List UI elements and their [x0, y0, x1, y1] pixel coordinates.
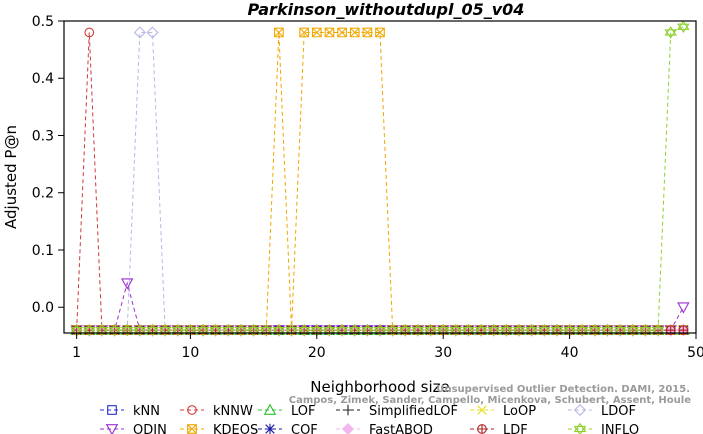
legend-label: INFLO	[601, 423, 639, 434]
legend-label: kNNW	[213, 404, 253, 419]
legend-item-fastabod: FastABOD	[336, 422, 433, 434]
legend-label: LoOP	[503, 404, 536, 419]
legend-label: KDEOS	[213, 423, 258, 434]
series-ldof	[70, 26, 690, 337]
plot-frame	[63, 20, 697, 334]
y-axis: 0.0 0.1 0.2 0.3 0.4 0.5	[32, 14, 64, 316]
x-axis-label: Neighborhood size	[310, 378, 449, 396]
odin-point	[677, 302, 690, 314]
legend-item-simplifiedlof: SimplifiedLOF	[336, 404, 458, 419]
legend-marker	[477, 424, 487, 434]
ldof-point	[146, 26, 159, 39]
legend-marker	[107, 405, 117, 415]
legend-marker	[573, 403, 587, 417]
legend-item-knnw: kNNW	[180, 404, 253, 419]
y-tick-label: 0.3	[32, 128, 54, 144]
x-tick-label: 40	[561, 345, 579, 361]
y-tick-label: 0.5	[32, 14, 54, 30]
legend-label: LOF	[291, 404, 316, 419]
legend-item-inflo: INFLO	[568, 422, 639, 434]
chart-title: Parkinson_withoutdupl_05_v04	[248, 0, 525, 19]
kdeos-point	[349, 27, 360, 38]
legend-label: ODIN	[133, 423, 167, 434]
kdeos-point	[311, 27, 322, 38]
legend-marker	[341, 422, 355, 434]
kdeos-line	[76, 31, 684, 331]
odin-point	[120, 278, 134, 290]
x-axis: 1 10 20 30 40 50	[72, 333, 703, 361]
inflo-point	[664, 26, 678, 39]
ldof-line	[76, 31, 684, 331]
x-tick-label: 30	[434, 345, 452, 361]
series-knnw	[71, 27, 689, 335]
kdeos-point	[324, 27, 335, 38]
y-tick-label: 0.0	[32, 300, 54, 316]
legend-label: SimplifiedLOF	[369, 404, 458, 419]
inflo-point	[677, 20, 690, 34]
kdeos-point	[375, 27, 385, 38]
y-axis-label: Adjusted P@n	[2, 125, 20, 229]
legend-marker	[264, 423, 276, 434]
y-tick-label: 0.4	[32, 71, 54, 87]
kdeos-point	[337, 27, 347, 38]
legend-marker	[263, 403, 277, 415]
kdeos-point	[299, 27, 310, 38]
legend-item-knn: kNN	[100, 404, 160, 419]
knnw-point	[84, 27, 95, 38]
legend-label: kNN	[133, 404, 160, 419]
credit-line-2: Campos, Zimek, Sander, Campello, Micenko…	[289, 395, 691, 406]
knnw-line	[76, 32, 684, 331]
legend-item-ldf: LDF	[470, 423, 528, 434]
legend-item-ldof: LDOF	[568, 403, 636, 419]
x-tick-label: 1	[72, 345, 81, 361]
legend-item-lof: LOF	[258, 403, 316, 419]
legend-item-cof: COF	[258, 423, 318, 434]
legend-marker	[342, 404, 354, 416]
legend-label: COF	[291, 423, 318, 434]
legend-label: FastABOD	[369, 423, 433, 434]
legend-item-odin: ODIN	[100, 423, 167, 434]
series-kdeos	[71, 27, 689, 335]
ldof-point	[133, 26, 146, 39]
legend-item-loop: LoOP	[470, 404, 536, 419]
legend: kNN kNNW LOF SimplifiedLOF LoOP LDOF ODIN KDEOS…	[100, 403, 639, 434]
y-tick-label: 0.2	[32, 186, 54, 202]
x-tick-label: 20	[308, 345, 326, 361]
legend-item-kdeos: KDEOS	[180, 423, 258, 434]
legend-marker	[105, 424, 119, 434]
inflo-line	[76, 26, 684, 331]
odin-line	[76, 281, 684, 331]
y-tick-label: 0.1	[32, 243, 54, 259]
legend-marker	[573, 422, 587, 434]
kdeos-point	[274, 27, 284, 38]
legend-label: LDOF	[601, 404, 636, 419]
series-inflo	[70, 20, 690, 337]
legend-marker	[187, 424, 197, 434]
legend-marker	[187, 405, 197, 415]
legend-label: LDF	[503, 423, 528, 434]
x-tick-label: 10	[181, 345, 199, 361]
x-tick-label: 50	[687, 345, 703, 361]
kdeos-point	[362, 27, 373, 38]
legend-marker	[477, 405, 487, 415]
credit-line-1: Unsupervised Outlier Detection. DAMI, 20…	[436, 384, 690, 395]
plot-area	[70, 20, 690, 337]
